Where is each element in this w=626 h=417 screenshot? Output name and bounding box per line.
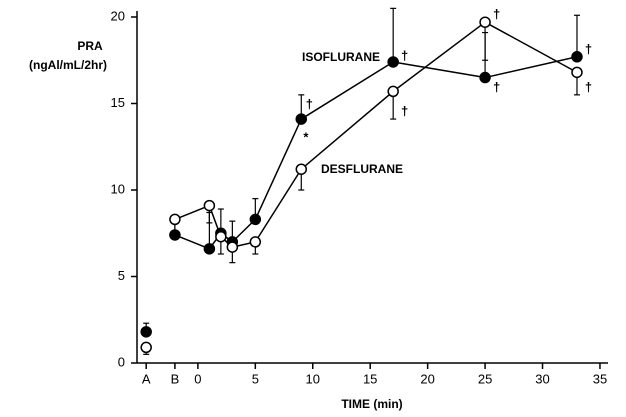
point xyxy=(387,85,399,98)
series-line xyxy=(393,61,486,79)
y-tick-label: 20 xyxy=(111,8,125,23)
x-axis-title: TIME (min) xyxy=(341,397,402,411)
series-line xyxy=(300,61,394,120)
annotation: † xyxy=(493,79,500,94)
series-line xyxy=(484,21,578,74)
point xyxy=(140,341,152,354)
series-label: DESFLURANE xyxy=(321,162,403,176)
annotation: † xyxy=(306,97,313,112)
point xyxy=(249,213,262,226)
y-axis-title: (ngAl/mL/2hr) xyxy=(29,58,107,72)
series-line xyxy=(254,168,302,243)
series-label: ISOFLURANE xyxy=(302,50,380,64)
x-tick-label: 20 xyxy=(420,371,434,386)
y-axis-title: PRA xyxy=(77,39,103,53)
series-line xyxy=(484,56,578,79)
point xyxy=(140,326,152,338)
x-tick-label: 10 xyxy=(306,371,320,386)
annotation: † xyxy=(401,104,408,119)
point xyxy=(169,229,181,241)
y-tick-label: 5 xyxy=(118,268,125,283)
point xyxy=(203,243,216,255)
x-tick-label: 35 xyxy=(593,371,607,386)
point xyxy=(226,241,239,253)
y-tick-label: 0 xyxy=(118,354,125,369)
point xyxy=(479,16,491,28)
x-tick-label: 0 xyxy=(194,371,201,386)
series-line xyxy=(300,90,394,170)
point xyxy=(571,66,583,79)
point xyxy=(295,113,308,125)
point xyxy=(387,56,399,68)
annotation: † xyxy=(493,7,500,22)
point xyxy=(215,230,227,243)
annotation: † xyxy=(401,48,408,63)
y-tick-label: 15 xyxy=(111,95,125,110)
annotation: † xyxy=(585,41,592,56)
x-tick-label: A xyxy=(142,371,151,386)
x-tick-label: 25 xyxy=(478,371,492,386)
point xyxy=(571,51,583,63)
x-tick-label: 30 xyxy=(535,371,549,386)
series-line xyxy=(254,118,302,220)
series-line xyxy=(174,204,210,221)
annotation: † xyxy=(585,79,592,94)
point xyxy=(249,236,262,248)
series-line xyxy=(174,234,210,250)
y-tick-label: 10 xyxy=(111,181,125,196)
point xyxy=(169,213,181,226)
annotation: * xyxy=(303,130,309,145)
point xyxy=(479,71,491,84)
x-tick-label: B xyxy=(171,371,180,386)
point xyxy=(203,199,216,212)
x-tick-label: 15 xyxy=(363,371,377,386)
point xyxy=(295,163,308,175)
x-tick-label: 5 xyxy=(252,371,259,386)
series-line xyxy=(392,21,486,92)
